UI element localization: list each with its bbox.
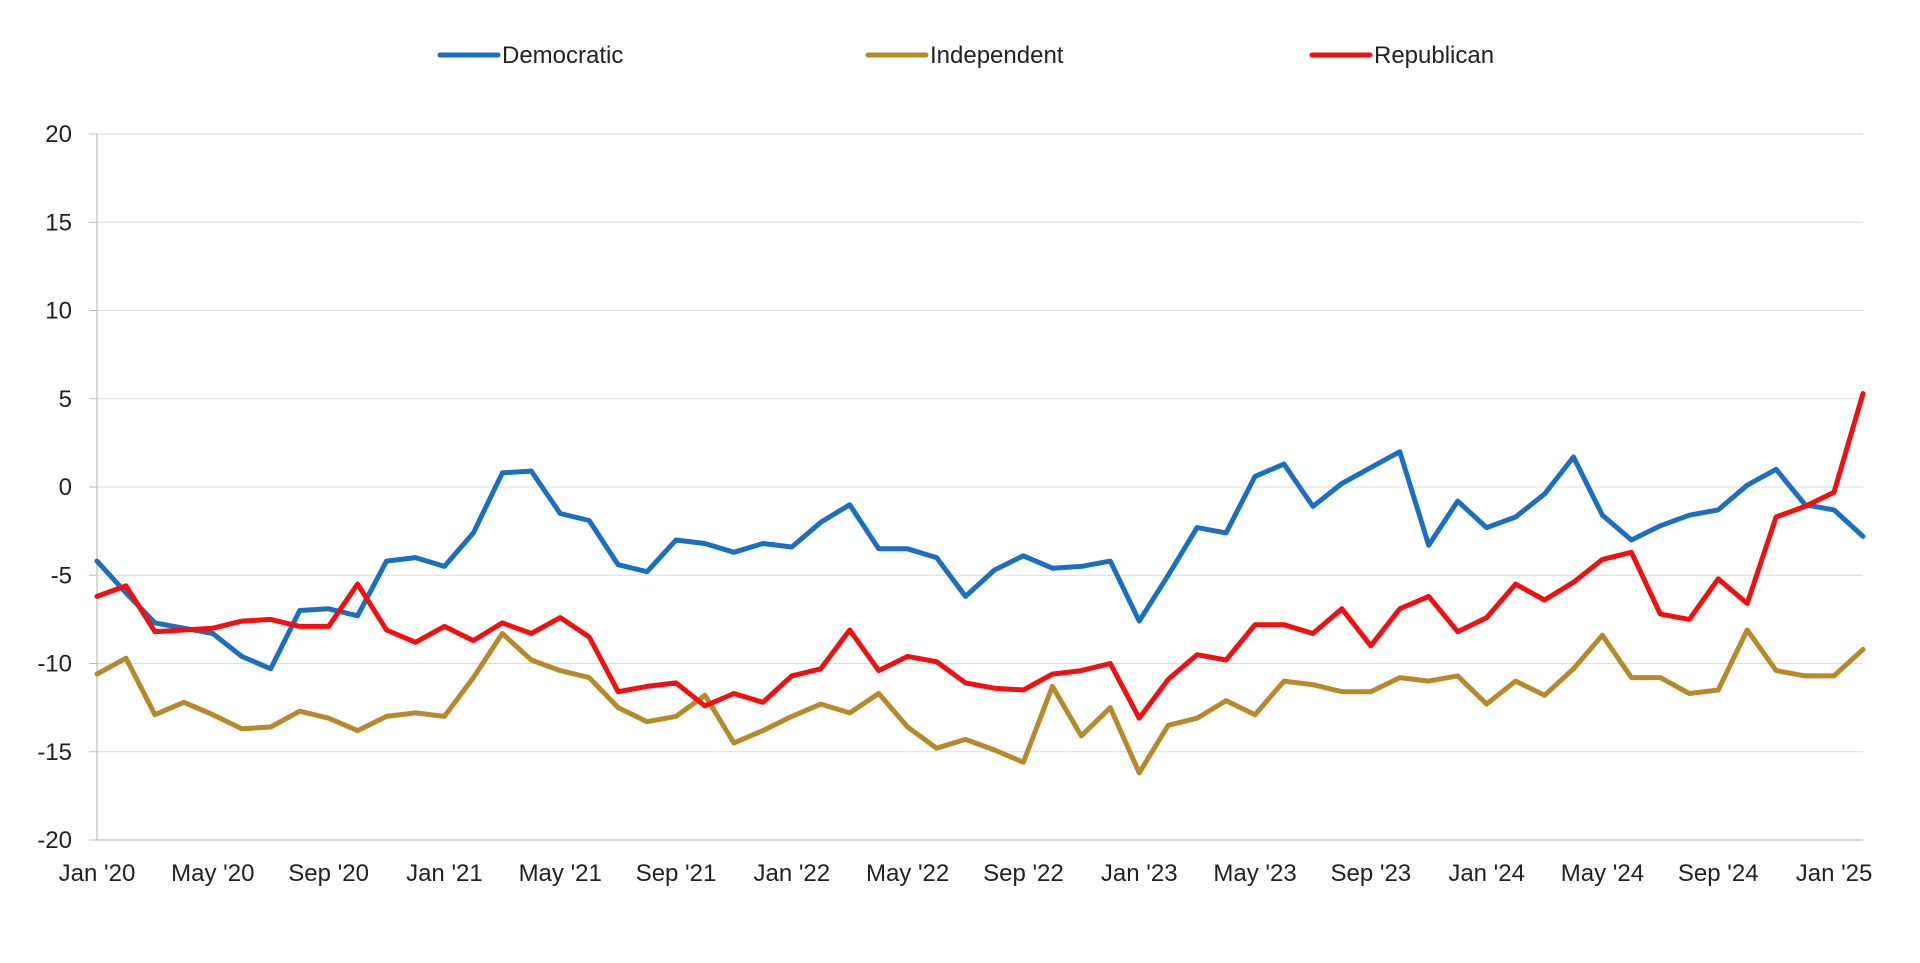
y-tick-label: 5 — [59, 386, 72, 413]
x-tick-label: Sep '20 — [288, 860, 369, 887]
x-tick-label: Sep '22 — [983, 860, 1064, 887]
y-tick-label: -20 — [37, 827, 72, 854]
x-tick-label: Sep '24 — [1678, 860, 1759, 887]
x-tick-label: May '22 — [866, 860, 949, 887]
x-tick-label: Sep '23 — [1331, 860, 1412, 887]
x-tick-label: Jan '24 — [1448, 860, 1525, 887]
x-tick-label: Jan '23 — [1101, 860, 1178, 887]
x-tick-label: May '24 — [1561, 860, 1644, 887]
y-tick-label: -10 — [37, 651, 72, 678]
x-tick-label: Jan '25 — [1796, 860, 1873, 887]
y-tick-label: 0 — [59, 474, 72, 501]
x-tick-label: May '23 — [1213, 860, 1296, 887]
legend-label-republican: Republican — [1374, 42, 1494, 69]
grid — [97, 133, 1863, 841]
y-axis-ticks: 20 15 10 5 0 -5 -10 -15 -20 — [37, 121, 97, 854]
x-axis-ticks: Jan '20 May '20 Sep '20 Jan '21 May '21 Sep '… — [59, 860, 1873, 887]
x-tick-label: Jan '21 — [406, 860, 483, 887]
series-lines — [94, 391, 1866, 776]
legend-label-democratic: Democratic — [502, 42, 623, 69]
y-tick-label: 15 — [45, 209, 72, 236]
series-line-republican — [94, 391, 1866, 721]
x-tick-label: Jan '22 — [753, 860, 830, 887]
legend-label-independent: Independent — [930, 42, 1064, 69]
series-line-independent — [94, 627, 1866, 776]
y-tick-label: -15 — [37, 739, 72, 766]
legend: Democratic Independent Republican — [437, 42, 1494, 69]
x-tick-label: May '21 — [519, 860, 602, 887]
x-tick-label: Sep '21 — [636, 860, 717, 887]
x-tick-label: May '20 — [171, 860, 254, 887]
series-line-democratic — [94, 449, 1866, 672]
y-tick-label: 20 — [45, 121, 72, 148]
x-tick-label: Jan '20 — [59, 860, 136, 887]
y-tick-label: -5 — [51, 562, 72, 589]
y-tick-label: 10 — [45, 298, 72, 325]
